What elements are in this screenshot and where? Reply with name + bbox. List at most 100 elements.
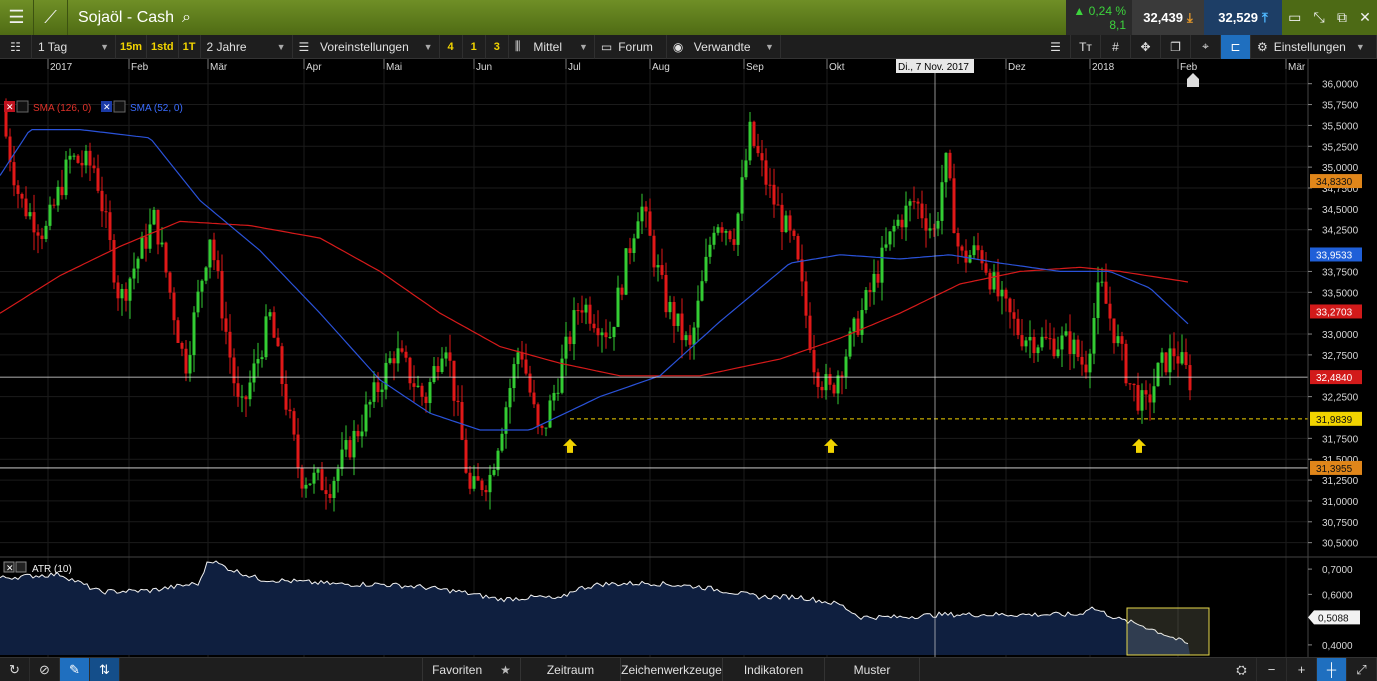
candle-body [48,204,52,226]
remove-sma126-icon[interactable] [4,101,15,112]
price-tick-label: 31,2500 [1322,476,1359,487]
vertical-arrows-icon[interactable]: ⇅ [90,657,120,681]
candle-body [428,382,432,404]
patterns-tab[interactable]: Muster [824,657,920,681]
month-label: Feb [1180,62,1198,73]
interval-select[interactable]: 1 Tag ▼ [32,34,116,59]
price-chart[interactable]: 2017 Feb Mär Apr Mai Jun Jul Aug Sep Okt Dez 2018 Fe… [0,59,1377,659]
candle-body [260,357,264,360]
remove-sma52-icon[interactable] [101,101,112,112]
quick-1t-button[interactable]: 1T [179,34,201,59]
buy-button[interactable]: 32,529 ⤒ [1204,0,1282,35]
resize-icon[interactable]: ⤡ [1313,9,1325,25]
refresh-icon[interactable]: ↻ [0,657,30,681]
zoom-in-icon[interactable]: + [1287,657,1317,681]
cursor-icon[interactable]: ┼ [1317,657,1347,681]
close-icon[interactable]: ✕ [1359,9,1371,25]
candle-body [524,359,528,374]
indicators-tab[interactable]: Indikatoren [722,657,824,681]
hamburger-menu-icon[interactable]: ☰ [0,0,34,35]
candle-body [56,186,60,206]
drawing-tools-tab[interactable]: Zeichenwerkzeuge [620,657,722,681]
alert-house-icon[interactable] [1187,73,1199,87]
zoom-out-icon[interactable]: − [1257,657,1287,681]
candle-body [168,272,172,293]
candle-body [748,121,752,161]
atr-pane: 0,7000 0,6000 0,4000 0,5088 ✕ ATR (10) [0,556,1377,656]
target-icon[interactable]: ⌖ [1191,34,1221,59]
layers-icon[interactable]: ❐ [1161,34,1191,59]
fit-icon[interactable]: ⛭ [1227,657,1257,681]
grid-icon[interactable]: # [1101,34,1131,59]
candle-body [592,323,596,329]
collapse-sma52-icon[interactable] [113,100,126,113]
candle-body [264,316,268,358]
price-axis-bg [1308,59,1377,659]
candle-body [1004,289,1008,299]
indicators-label: Indikatoren [743,662,804,677]
candle-body [272,312,276,338]
candle-body [788,215,792,231]
timeframe-tab[interactable]: Zeitraum [520,657,620,681]
price-tick-label: 34,7500 [1322,184,1359,195]
tag-34-833-bg [1310,174,1362,189]
candle-body [200,280,204,292]
no-draw-icon[interactable]: ⊘ [30,657,60,681]
preset-3-button[interactable]: 3 [486,34,509,59]
popout-icon[interactable]: ⧉ [1336,9,1347,25]
text-icon[interactable]: Tт [1071,34,1101,59]
candle-body [596,328,600,336]
candle-body [236,383,240,397]
favorites-label: Favoriten [432,662,483,677]
expand-icon[interactable]: ⤢ [1347,657,1377,681]
month-label: Sep [746,62,764,73]
price-tick-label: 33,0000 [1322,330,1359,341]
candle-body [1120,336,1124,344]
crosshair-icon[interactable]: ✥ [1131,34,1161,59]
style-select[interactable]: ⫼ Mittel ▼ [509,34,595,59]
range-select[interactable]: 2 Jahre ▼ [201,34,293,59]
time-axis: 2017 Feb Mär Apr Mai Jun Jul Aug Sep Okt Dez 2018 Fe… [47,59,1306,73]
candle-body [1028,336,1032,341]
candle-body [600,332,604,336]
candle-body [836,375,840,394]
related-select[interactable]: ◉ Verwandte ▼ [667,34,781,59]
presets-select[interactable]: ☰ Voreinstellungen ▼ [293,34,440,59]
list-icon[interactable]: ☷ [0,34,32,59]
candle-body [340,449,344,469]
settings-button[interactable]: ⚙ Einstellungen ▼ [1251,34,1377,59]
search-icon[interactable]: ⌕ [182,8,192,26]
candle-body [796,236,800,260]
candle-body [1108,303,1112,319]
sell-button[interactable]: 32,439 ⤓ [1132,0,1204,35]
candle-body [208,239,212,268]
minimize-icon[interactable]: ▭ [1288,9,1302,25]
candle-body [1064,331,1068,336]
forum-button[interactable]: ▭ Forum [595,34,667,59]
candle-body [372,382,376,402]
pencil-icon[interactable]: ✎ [60,657,90,681]
price-axis: 36,0000 35,7500 35,5000 35,2500 35,0000 34,75… [1307,59,1377,659]
candle-body [364,404,368,432]
collapse-sma126-icon[interactable] [16,100,29,113]
candle-body [424,396,428,404]
quick-15m-button[interactable]: 15m [116,34,148,59]
magnet-icon[interactable]: ⊏ [1221,34,1251,59]
month-label: 2017 [50,62,73,73]
notes-icon[interactable]: ☰ [1041,34,1071,59]
chart-type-icon[interactable]: ⟋ [34,0,68,35]
price-tick-label: 31,7500 [1322,434,1359,445]
chart-area[interactable]: 2017 Feb Mär Apr Mai Jun Jul Aug Sep Okt Dez 2018 Fe… [0,59,1377,659]
candle-body [176,320,180,343]
preset-4-button[interactable]: 4 [440,34,463,59]
candle-body [1132,383,1136,386]
candle-body [512,364,516,389]
up-arrow-icon [563,438,577,453]
candle-body [1156,362,1160,387]
candle-body [920,203,924,219]
preset-1-button[interactable]: 1 [463,34,486,59]
candle-body [212,239,216,261]
candle-body [1164,352,1168,373]
favorites-tab[interactable]: Favoriten ★ [422,657,520,681]
quick-1std-button[interactable]: 1std [147,34,179,59]
